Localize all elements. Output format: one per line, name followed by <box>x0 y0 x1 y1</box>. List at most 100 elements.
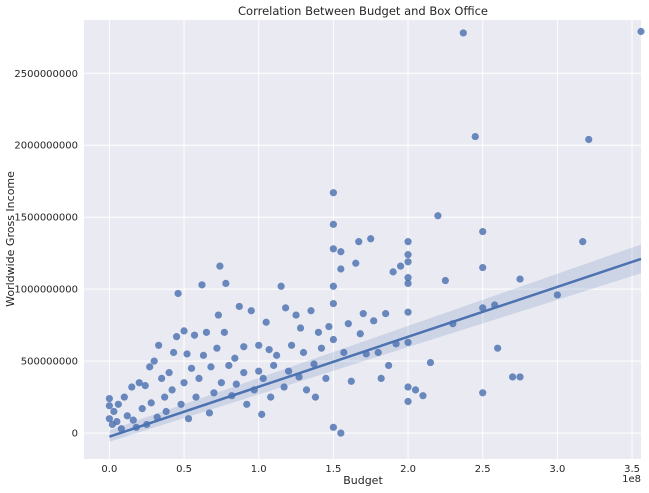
data-point <box>180 327 188 335</box>
data-point <box>172 333 181 341</box>
data-point <box>479 227 487 236</box>
data-point <box>128 383 136 391</box>
data-point <box>284 367 293 375</box>
x-tick-label: 1.5 <box>325 464 341 475</box>
data-point <box>404 274 412 282</box>
data-point <box>352 259 360 267</box>
data-point <box>202 328 211 336</box>
data-point <box>404 397 412 406</box>
data-point <box>314 328 323 336</box>
data-point <box>247 307 255 315</box>
data-point <box>216 262 224 270</box>
data-point <box>281 304 290 312</box>
data-point <box>199 351 208 359</box>
data-point <box>317 344 326 352</box>
data-point <box>479 263 487 272</box>
data-point <box>426 358 435 367</box>
data-point <box>207 363 215 371</box>
data-point <box>310 360 318 368</box>
data-point <box>329 299 337 308</box>
data-point <box>404 308 412 316</box>
data-point <box>404 258 412 266</box>
data-point <box>347 377 355 385</box>
data-point <box>389 268 397 276</box>
data-point <box>340 348 348 357</box>
data-point <box>105 402 113 410</box>
data-point <box>259 374 267 382</box>
data-point <box>299 348 308 357</box>
data-point <box>359 310 367 318</box>
data-point <box>240 343 248 351</box>
y-axis-title: Worldwide Gross Income <box>4 171 17 307</box>
data-point <box>155 341 163 349</box>
data-point <box>516 275 524 283</box>
y-tick-label: 500000000 <box>21 357 78 368</box>
data-point <box>105 415 113 423</box>
regression-line-layer <box>108 257 642 438</box>
data-point <box>337 265 345 273</box>
data-point <box>225 361 233 370</box>
data-point <box>434 212 442 220</box>
data-point <box>329 220 337 228</box>
data-point <box>243 400 251 408</box>
data-point <box>494 344 502 352</box>
data-point <box>120 393 128 401</box>
data-point <box>404 251 412 259</box>
data-point <box>307 307 315 315</box>
data-point <box>637 27 645 36</box>
data-point <box>385 361 393 370</box>
data-point <box>329 282 337 290</box>
data-point <box>213 344 221 352</box>
data-point <box>311 393 320 401</box>
data-point <box>344 320 352 328</box>
data-point <box>210 389 218 397</box>
data-point <box>123 412 131 420</box>
chart-title: Correlation Between Budget and Box Offic… <box>238 4 488 18</box>
data-point <box>270 361 278 370</box>
data-point <box>161 393 169 401</box>
x-tick-label: 3.0 <box>549 464 565 475</box>
data-point <box>479 304 487 312</box>
data-point <box>214 311 222 319</box>
data-point <box>192 393 200 401</box>
x-axis-offset-label: 1e8 <box>622 474 641 485</box>
data-point <box>325 322 333 331</box>
data-point <box>585 135 593 144</box>
data-point <box>329 335 337 344</box>
data-point <box>277 282 285 290</box>
data-point <box>329 245 337 253</box>
x-tick-label: 2.0 <box>400 464 416 475</box>
data-point <box>441 276 449 285</box>
y-tick-label: 1500000000 <box>14 213 78 224</box>
x-tick-label: 0.5 <box>176 464 192 475</box>
data-point <box>183 350 191 358</box>
data-point <box>255 341 263 349</box>
x-tick-label: 0.0 <box>101 464 117 475</box>
x-tick-labels: 0.0 0.5 1.0 1.5 2.0 2.5 3.0 3.5 <box>101 464 640 475</box>
data-point <box>105 394 113 403</box>
data-point <box>287 341 296 349</box>
data-point <box>113 417 121 426</box>
data-point <box>508 373 517 381</box>
data-point <box>377 374 385 382</box>
data-point <box>292 311 300 319</box>
x-tick-label: 2.5 <box>475 464 491 475</box>
data-point <box>168 386 176 394</box>
data-point <box>302 386 311 394</box>
data-point <box>322 374 330 382</box>
y-tick-label: 2500000000 <box>14 69 78 80</box>
data-point <box>190 331 199 339</box>
data-point <box>165 369 173 377</box>
plot-background <box>84 20 641 459</box>
data-point <box>459 29 467 37</box>
data-point <box>471 132 479 141</box>
data-point <box>258 410 266 418</box>
data-point <box>110 407 118 416</box>
x-axis-title: Budget <box>343 474 383 487</box>
regression-line <box>108 257 642 438</box>
data-point <box>296 324 305 332</box>
data-point <box>222 279 230 287</box>
y-tick-label: 0 <box>72 429 78 440</box>
x-tick-label: 3.5 <box>624 464 640 475</box>
